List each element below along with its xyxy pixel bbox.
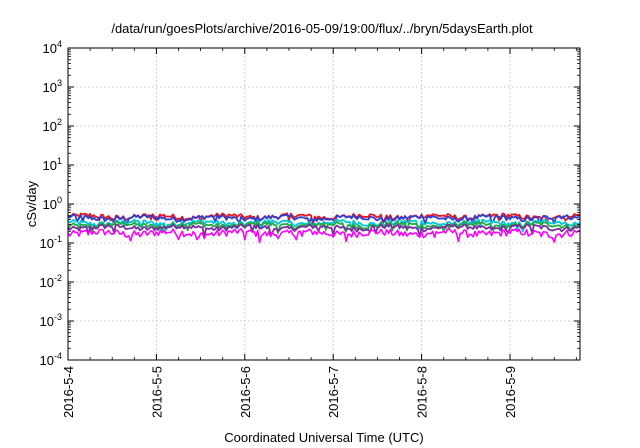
x-axis-label: Coordinated Universal Time (UTC) <box>224 430 423 445</box>
y-tick-exponent: 2 <box>57 117 62 127</box>
y-tick-label: 10-1 <box>40 234 62 251</box>
y-tick-base: 10 <box>43 158 57 173</box>
series-line <box>67 212 581 225</box>
y-tick-label: 103 <box>43 78 62 95</box>
y-axis-label: cSv/day <box>24 180 39 227</box>
y-tick-exponent: -4 <box>54 351 62 361</box>
y-tick-label: 10-2 <box>40 273 62 290</box>
y-tick-exponent: -2 <box>54 273 62 283</box>
y-tick-base: 10 <box>43 119 57 134</box>
chart-title: /data/run/goesPlots/archive/2016-05-09/1… <box>111 21 533 36</box>
y-tick-label: 104 <box>43 39 62 56</box>
x-tick-label: 2016-5-4 <box>61 366 76 418</box>
y-tick-exponent: -3 <box>54 312 62 322</box>
y-tick-base: 10 <box>43 80 57 95</box>
y-tick-exponent: 1 <box>57 156 62 166</box>
x-tick-label: 2016-5-7 <box>326 366 341 418</box>
y-tick-exponent: 3 <box>57 78 62 88</box>
x-tick-label: 2016-5-8 <box>415 366 430 418</box>
series-line <box>67 218 581 233</box>
x-tick-labels: 2016-5-4 2016-5-5 2016-5-6 2016-5-7 2016-5-8… <box>61 366 518 418</box>
x-tick-label: 2016-5-9 <box>503 366 518 418</box>
y-tick-base: 10 <box>43 197 57 212</box>
y-tick-label: 10-3 <box>40 312 62 329</box>
x-tick-label: 2016-5-5 <box>149 366 164 418</box>
y-tick-label: 10-4 <box>40 351 62 368</box>
y-tick-exponent: -1 <box>54 234 62 244</box>
y-tick-exponent: 4 <box>57 39 62 49</box>
y-tick-base: 10 <box>40 275 54 290</box>
y-tick-base: 10 <box>40 236 54 251</box>
grid <box>68 48 580 360</box>
y-tick-label: 101 <box>43 156 62 173</box>
series-line <box>67 220 581 235</box>
y-tick-base: 10 <box>43 41 57 56</box>
y-tick-base: 10 <box>40 314 54 329</box>
ticks <box>67 47 580 361</box>
x-tick-label: 2016-5-6 <box>238 366 253 418</box>
series-line <box>67 228 581 244</box>
series-group <box>67 212 581 244</box>
series-line <box>67 213 581 227</box>
y-tick-label: 102 <box>43 117 62 134</box>
y-tick-base: 10 <box>40 353 54 368</box>
y-tick-label: 100 <box>43 195 62 212</box>
series-line <box>67 223 581 238</box>
y-tick-exponent: 0 <box>57 195 62 205</box>
